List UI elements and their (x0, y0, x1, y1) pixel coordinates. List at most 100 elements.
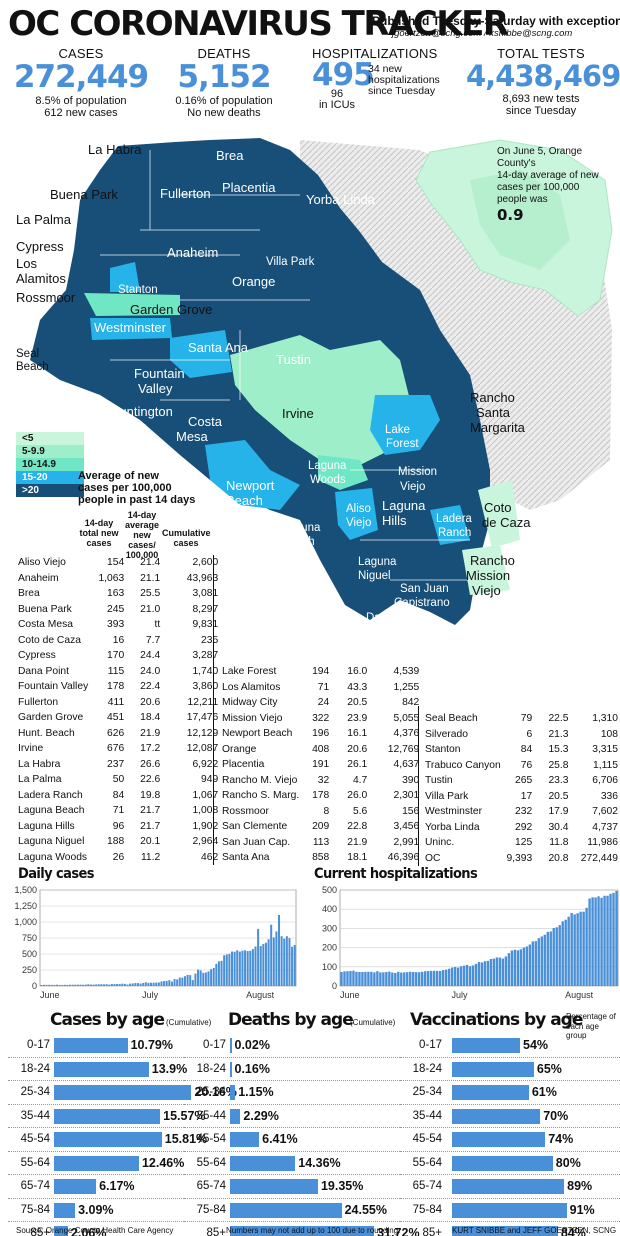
town-rossmoor: Rossmoor (16, 290, 76, 305)
table-city: Placentia (222, 759, 265, 771)
age-row-divider (8, 1058, 254, 1081)
table-cell: 96 (112, 820, 125, 832)
table-cell: 20.6 (347, 743, 368, 755)
table-row: Cypress 170 24.4 3,287 (16, 648, 220, 664)
table-cell: 858 (312, 852, 330, 864)
age-bar (230, 1108, 241, 1124)
age-bar (230, 1085, 236, 1100)
x-tick-label: July (142, 990, 159, 1000)
bar (262, 943, 265, 986)
bar (510, 950, 514, 986)
table-cell: 46,396 (387, 852, 420, 864)
table-city: Mission Viejo (222, 712, 283, 724)
town-sjc-2: Capistrano (394, 597, 450, 609)
bar (66, 984, 69, 986)
table-cell: 20.5 (548, 790, 569, 802)
bar (267, 939, 270, 986)
stat-hosp-icu-label: in ICUs (318, 99, 356, 111)
table-cell: 108 (600, 728, 618, 740)
bar (236, 950, 239, 986)
bar (456, 967, 460, 986)
y-tick-label: 300 (322, 923, 337, 933)
table-cell: 26 (112, 851, 125, 863)
table-city: Laguna Hills (18, 820, 75, 832)
age-row-divider (400, 1105, 620, 1128)
y-tick-label: 1,000 (14, 917, 37, 927)
table-row: Mission Viejo 322 23.9 5,055 (220, 711, 421, 727)
bar (102, 984, 106, 986)
bar (594, 897, 597, 986)
age-value-label: 74% (548, 1132, 574, 1146)
age-group-label: 25-34 (196, 1086, 226, 1098)
table-row: Irvine 676 17.2 12,087 (16, 741, 220, 757)
town-san-clemente-2: Clemente (430, 644, 480, 656)
bar (249, 950, 252, 986)
age-value-label: 19.35% (320, 1179, 364, 1193)
table-row: Brea 163 25.5 3,081 (16, 586, 220, 602)
table-cell: 237 (107, 758, 125, 770)
table-cell: 9,393 (506, 852, 533, 864)
bar (570, 913, 573, 986)
bar (373, 972, 376, 986)
town-rmv-2: Mission (466, 568, 511, 583)
table-cell: 84 (520, 744, 533, 756)
author-emails: jgoertzen@scng.com / ksnibbe@scng.com (392, 28, 573, 39)
bar (606, 895, 609, 986)
y-tick-label: 200 (322, 943, 337, 953)
bar (176, 979, 179, 986)
bar (163, 981, 166, 986)
age-bar (54, 1108, 161, 1124)
bar (579, 911, 582, 986)
age-bar (54, 1202, 76, 1218)
bar (212, 967, 215, 986)
bar (441, 970, 445, 986)
table-cell: 43,963 (186, 572, 219, 584)
town-orange: Orange (232, 274, 276, 289)
table-cell: 11,986 (587, 837, 618, 849)
age-value-label: 70% (543, 1108, 569, 1123)
table-row: Uninc. 125 11.8 11,986 (423, 835, 620, 851)
stat-cases-sub2: 612 new cases (44, 107, 118, 119)
town-lake-forest-2: Forest (386, 438, 419, 450)
table-city: Costa Mesa (18, 619, 73, 631)
age-bar (230, 1226, 375, 1236)
table-cell: 451 (107, 712, 125, 724)
table-city: Cypress (18, 650, 56, 662)
bar (275, 931, 278, 986)
table-city: La Palma (18, 774, 62, 786)
age-value-label: 6.17% (99, 1179, 135, 1193)
table-city: Villa Park (425, 790, 469, 802)
table-cell: 22.6 (140, 774, 161, 786)
table-cell: 1,310 (592, 713, 618, 725)
age-value-label: 2.06% (71, 1226, 107, 1236)
age-row-divider (184, 1175, 430, 1199)
bar (264, 942, 267, 986)
age-value-label: 0.16% (234, 1061, 270, 1076)
bar (415, 972, 418, 986)
age-bar (54, 1038, 128, 1053)
bar (238, 951, 241, 986)
table-cell: 5.6 (352, 805, 368, 817)
bar (516, 950, 520, 986)
bar (489, 958, 493, 986)
bar (97, 984, 100, 986)
age-value-label: 10.79% (130, 1038, 173, 1052)
age-value-label: 24.55% (344, 1202, 387, 1217)
table-cell: 4,539 (393, 666, 420, 678)
bar (152, 982, 155, 986)
bar (367, 971, 370, 986)
bar (397, 971, 400, 986)
bar (495, 957, 499, 986)
table-cell: 322 (312, 712, 330, 724)
vax-by-age-title: Vaccinations by age (410, 1010, 583, 1030)
age-group-label: 55-64 (196, 1156, 226, 1169)
table-cell: 154 (107, 557, 125, 569)
table-cell: 188 (107, 836, 125, 848)
legend-swatch: 15-20 (16, 471, 84, 484)
table-cell: 25.8 (548, 759, 569, 771)
age-bar (452, 1155, 553, 1171)
table-cell: 272,449 (580, 852, 618, 864)
stat-deaths-label: DEATHS (197, 46, 251, 61)
bar (382, 972, 385, 986)
table-city: San Clemente (222, 821, 288, 833)
